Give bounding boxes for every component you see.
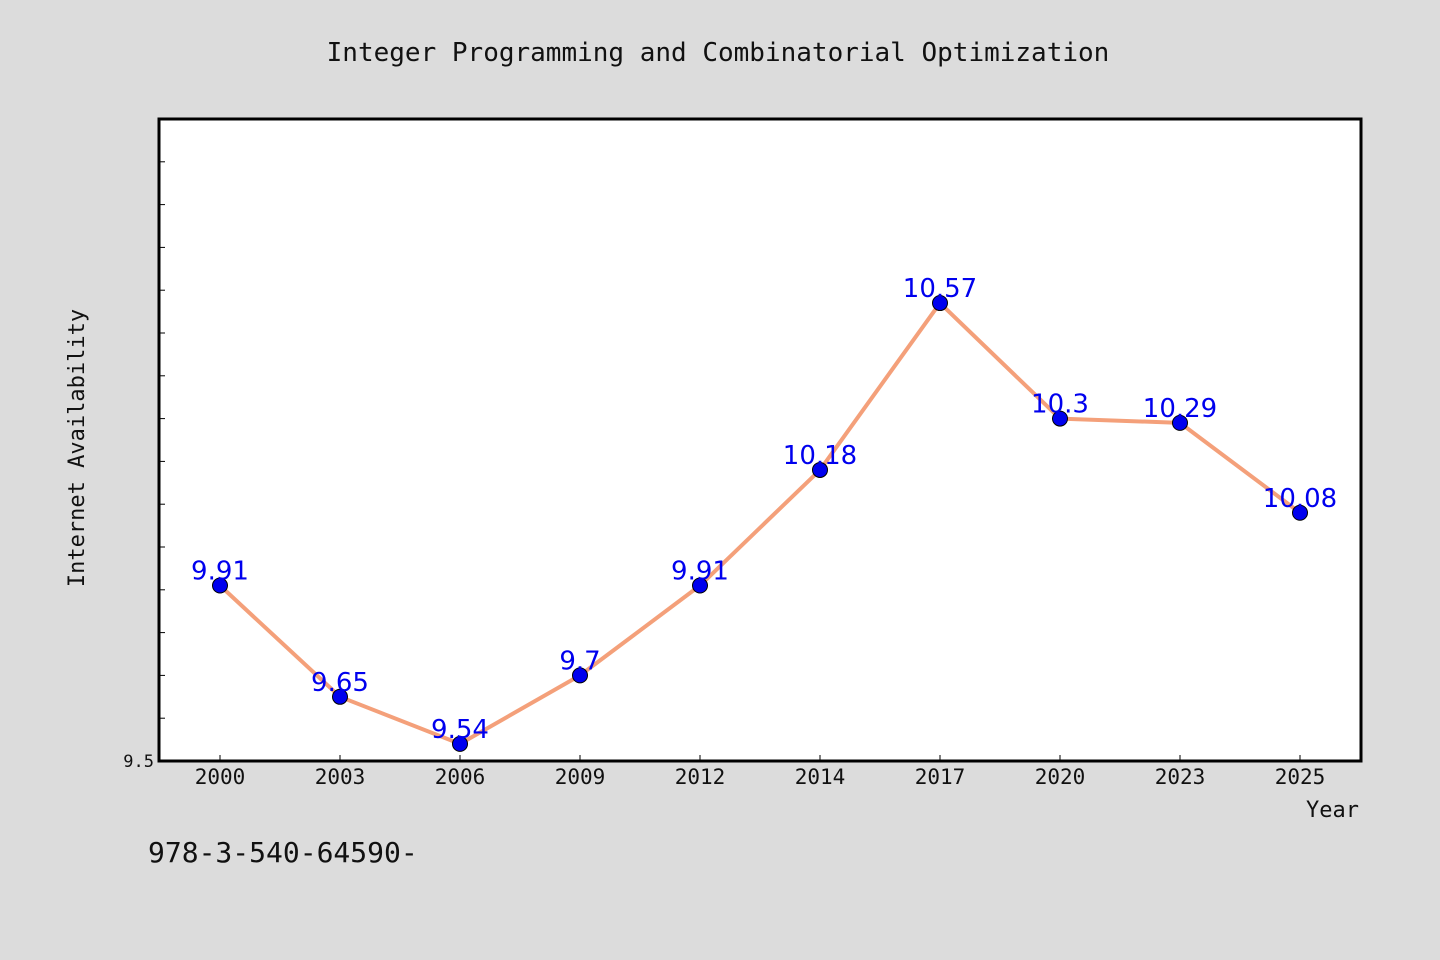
data-label: 10.57 (903, 274, 977, 304)
data-point (692, 577, 708, 594)
x-axis-label: Year (1306, 798, 1359, 823)
x-tick-label: 2006 (435, 765, 486, 789)
data-point (332, 688, 348, 705)
x-tick-label: 2023 (1155, 765, 1206, 789)
data-label: 9.65 (311, 668, 369, 698)
x-tick-label: 2014 (795, 765, 846, 789)
data-point (572, 667, 588, 684)
data-labels-group: 9.91 9.65 9.54 9.7 9.91 10.18 10.57 10.3 10.29 10… (191, 274, 1337, 745)
x-tick-label: 2000 (195, 765, 246, 789)
x-tick-label: 2009 (555, 765, 606, 789)
data-point (932, 295, 948, 312)
x-tick-label: 2025 (1275, 765, 1326, 789)
data-label: 10.3 (1031, 390, 1089, 420)
data-label: 9.54 (431, 715, 489, 745)
y-tick-label: 9.5 (123, 752, 154, 772)
data-point (452, 735, 468, 752)
data-label: 10.18 (783, 441, 857, 471)
series-group (212, 295, 1308, 752)
chart-title: Integer Programming and Combinatorial Op… (327, 38, 1110, 68)
data-point (812, 461, 828, 478)
x-tick-label: 2012 (675, 765, 726, 789)
data-point (1052, 410, 1068, 427)
isbn-text: 978-3-540-64590- (148, 836, 418, 869)
x-axis-ticks: 2000 2003 2006 2009 2012 2014 2017 2020 2023 2025 (195, 755, 1326, 789)
x-tick-label: 2003 (315, 765, 366, 789)
y-axis-ticks: 9.5 (123, 118, 165, 772)
data-label: 9.7 (559, 646, 600, 676)
data-label: 9.91 (191, 557, 249, 587)
x-tick-label: 2020 (1035, 765, 1086, 789)
series-line (218, 301, 1302, 746)
data-point (212, 577, 228, 594)
plot-area (157, 117, 1363, 763)
data-label: 10.08 (1263, 484, 1337, 514)
y-axis-label: Internet Availability (65, 309, 90, 587)
data-label: 10.29 (1143, 394, 1217, 424)
x-tick-label: 2017 (915, 765, 966, 789)
data-label: 9.91 (671, 557, 729, 587)
data-point (1292, 504, 1308, 521)
data-point (1172, 414, 1188, 431)
